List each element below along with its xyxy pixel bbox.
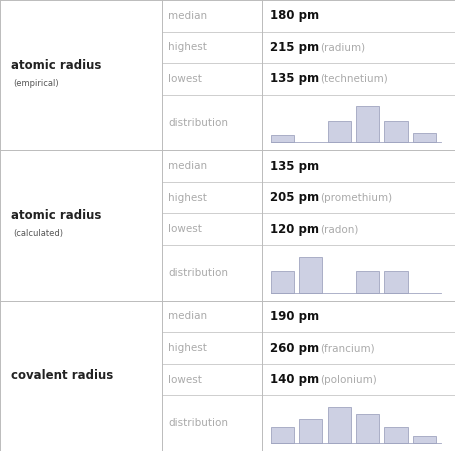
Text: (francium): (francium) <box>320 343 374 353</box>
Bar <box>271 135 294 142</box>
Text: median: median <box>168 11 207 21</box>
Bar <box>384 121 408 142</box>
Text: highest: highest <box>168 193 207 202</box>
Bar <box>271 428 294 443</box>
Text: covalent radius: covalent radius <box>11 369 114 382</box>
Text: atomic radius: atomic radius <box>11 209 102 222</box>
Text: distribution: distribution <box>168 268 228 278</box>
Text: highest: highest <box>168 343 207 353</box>
Bar <box>271 272 294 293</box>
Text: lowest: lowest <box>168 224 202 234</box>
Text: 135 pm: 135 pm <box>270 160 319 173</box>
Text: 190 pm: 190 pm <box>270 310 319 323</box>
Text: distribution: distribution <box>168 118 228 128</box>
Text: (promethium): (promethium) <box>320 193 392 202</box>
Text: (polonium): (polonium) <box>320 375 377 385</box>
Text: (radium): (radium) <box>320 42 365 52</box>
Bar <box>384 428 408 443</box>
Text: median: median <box>168 312 207 322</box>
Bar <box>384 272 408 293</box>
Text: distribution: distribution <box>168 418 228 428</box>
Text: median: median <box>168 161 207 171</box>
Bar <box>299 257 323 293</box>
Bar <box>413 436 436 443</box>
Text: 215 pm: 215 pm <box>270 41 319 54</box>
Text: atomic radius: atomic radius <box>11 59 102 72</box>
Bar <box>328 121 351 142</box>
Bar <box>299 419 323 443</box>
Bar <box>356 414 379 443</box>
Text: 140 pm: 140 pm <box>270 373 319 386</box>
Bar <box>356 106 379 142</box>
Text: 120 pm: 120 pm <box>270 223 319 236</box>
Bar <box>413 133 436 142</box>
Text: 180 pm: 180 pm <box>270 9 319 22</box>
Text: (calculated): (calculated) <box>14 229 64 238</box>
Text: 260 pm: 260 pm <box>270 341 319 354</box>
Text: 135 pm: 135 pm <box>270 73 319 85</box>
Bar <box>328 407 351 443</box>
Text: (radon): (radon) <box>320 224 358 234</box>
Text: (technetium): (technetium) <box>320 74 388 84</box>
Text: highest: highest <box>168 42 207 52</box>
Text: 205 pm: 205 pm <box>270 191 319 204</box>
Text: lowest: lowest <box>168 74 202 84</box>
Text: (empirical): (empirical) <box>14 79 59 88</box>
Text: lowest: lowest <box>168 375 202 385</box>
Bar <box>356 272 379 293</box>
